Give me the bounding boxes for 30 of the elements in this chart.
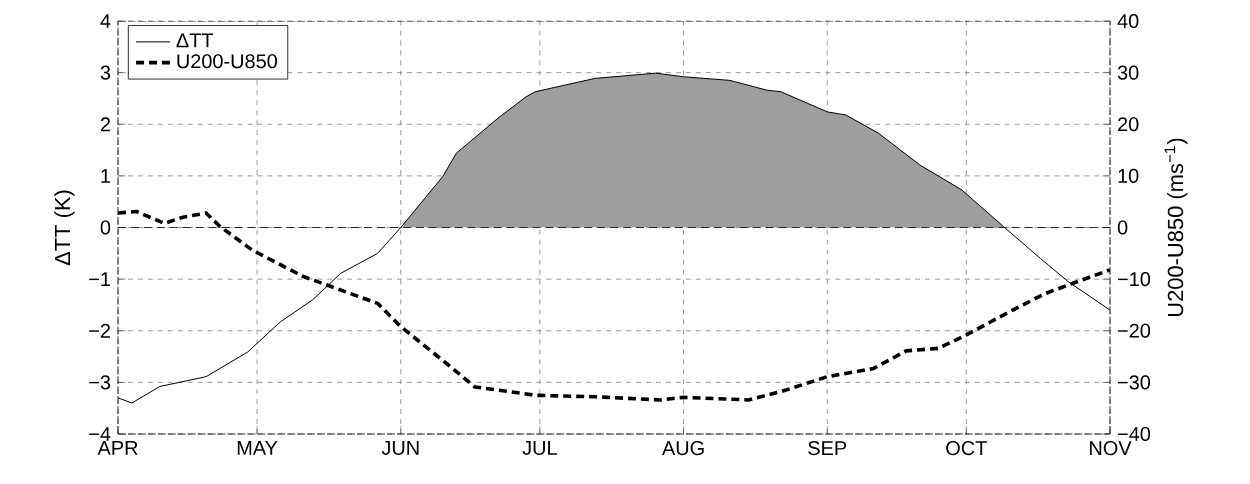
y-tick-label: −2 <box>89 323 110 338</box>
x-tick-label: JUL <box>522 441 557 455</box>
y-tick-label: 2 <box>100 117 110 132</box>
y2-tick-label: 20 <box>1118 117 1139 132</box>
legend-label: U200-U850 <box>177 54 277 69</box>
y2-tick-label: 0 <box>1117 220 1128 235</box>
y2-tick-label: −30 <box>1118 375 1151 390</box>
y-tick-label: 1 <box>101 169 110 183</box>
y2-tick-label: 40 <box>1117 13 1139 29</box>
x-tick-label: MAY <box>237 441 278 455</box>
x-tick-label: JUN <box>381 441 419 455</box>
y2-tick-label: 10 <box>1118 168 1139 183</box>
y-tick-label: −1 <box>89 272 110 286</box>
x-tick-label: NOV <box>1090 441 1132 456</box>
x-tick-label: APR <box>97 441 138 455</box>
y2-tick-label: −20 <box>1118 323 1151 338</box>
x-tick-label: AUG <box>661 441 704 456</box>
y-tick-label: 0 <box>100 220 111 235</box>
legend-label: ΔTT <box>176 33 214 48</box>
y-tick-label: 3 <box>100 65 111 80</box>
x-tick-label: SEP <box>808 441 847 456</box>
y-tick-label: 4 <box>100 14 111 28</box>
y2-tick-label: −40 <box>1118 426 1151 442</box>
y-tick-label: −4 <box>89 427 111 441</box>
y2-tick-label: 30 <box>1117 65 1139 80</box>
x-tick-label: OCT <box>946 441 987 456</box>
y2-axis-title: U200-U850 (ms$^{−1}$) <box>1164 138 1188 317</box>
y2-tick-label: −10 <box>1118 272 1151 287</box>
y-axis-title: ΔTT (K) <box>54 190 75 266</box>
y-tick-label: −3 <box>89 375 111 390</box>
